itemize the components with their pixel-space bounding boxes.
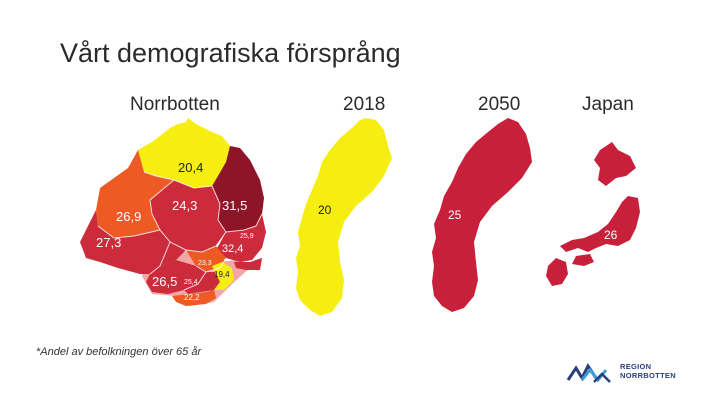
footnote: *Andel av befolkningen över 65 år: [36, 346, 202, 358]
japan-honshu: [560, 196, 640, 252]
japan-kyushu: [546, 258, 568, 286]
region-26-9: [96, 150, 174, 238]
label-27-3: 27,3: [96, 235, 121, 250]
label-2018: 2018: [343, 94, 386, 115]
region-26-5: [146, 260, 206, 294]
label-norrbotten: Norrbotten: [130, 94, 220, 115]
label-25-9: 25,9: [240, 233, 254, 240]
sweden-2018-shape: [296, 118, 392, 316]
label-japan: Japan: [582, 94, 634, 115]
japan-value: 26: [604, 228, 618, 242]
sweden-2050-value: 25: [448, 208, 462, 222]
logo-text: REGION NORRBOTTEN: [620, 362, 676, 380]
label-26-5: 26,5: [152, 274, 177, 289]
sweden-2050-shape: [432, 118, 532, 312]
japan-map: 26: [546, 142, 640, 286]
label-19-4: 19,4: [214, 270, 230, 279]
sweden-2050-map: 25: [432, 118, 532, 312]
label-23-3: 23,3: [198, 260, 212, 267]
region-32-4: [216, 214, 266, 262]
sweden-2018-value: 20: [318, 203, 332, 217]
japan-hokkaido: [594, 142, 636, 186]
logo-line-2: NORRBOTTEN: [620, 371, 676, 380]
label-25-4: 25,4: [184, 279, 198, 286]
region-coast-red: [234, 258, 262, 270]
japan-shikoku: [572, 254, 594, 266]
label-32-4: 32,4: [222, 243, 243, 255]
label-31-5: 31,5: [222, 198, 247, 213]
region-20-4: [138, 118, 230, 188]
logo-line-1: REGION: [620, 362, 652, 371]
label-20-4: 20,4: [178, 160, 203, 175]
label-22-2: 22,2: [184, 293, 200, 302]
region-22-2: [172, 290, 216, 306]
label-2050: 2050: [478, 94, 521, 115]
region-31-5: [212, 146, 264, 232]
label-26-9: 26,9: [116, 209, 141, 224]
region-25-4: [184, 272, 220, 294]
norrbotten-map: 20,4 24,3 31,5 26,9 27,3 32,4 26,5 25,4 …: [80, 118, 266, 306]
sweden-2018-map: 20: [296, 118, 392, 316]
region-27-3: [80, 210, 186, 274]
label-24-3: 24,3: [172, 198, 197, 213]
region-24-3: [150, 180, 226, 252]
slide-title: Vårt demografiska försprång: [60, 38, 401, 68]
